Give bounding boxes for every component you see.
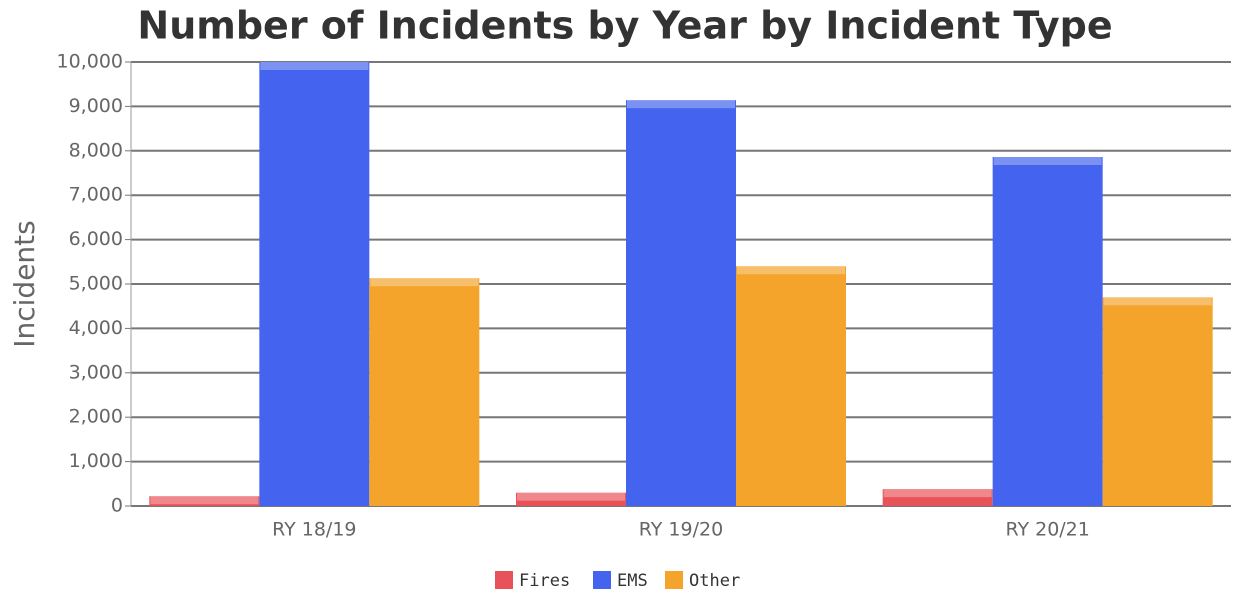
bar-highlight (370, 278, 479, 287)
y-tick-label: 2,000 (69, 406, 123, 428)
y-tick-label: 5,000 (69, 273, 123, 295)
y-tick-label: 3,000 (69, 361, 123, 383)
y-tick-label: 8,000 (69, 139, 123, 161)
x-tick-label: RY 19/20 (639, 519, 723, 541)
bar (882, 489, 993, 506)
bar (992, 157, 1103, 507)
x-tick-label: RY 18/19 (272, 519, 356, 541)
legend-swatch (665, 571, 683, 589)
y-tick-label: 6,000 (69, 228, 123, 250)
x-tick-label: RY 20/21 (1005, 519, 1089, 541)
bar-highlight (1103, 297, 1212, 306)
y-tick-label: 10,000 (57, 51, 123, 73)
legend-swatch (593, 571, 611, 589)
bar-highlight (883, 489, 992, 498)
bar (626, 100, 736, 507)
y-tick-label: 1,000 (69, 450, 123, 472)
bar (149, 496, 260, 506)
bar (259, 62, 370, 506)
bar-highlight (993, 157, 1102, 166)
bar (516, 492, 626, 506)
bar (736, 266, 846, 506)
y-tick-label: 0 (111, 495, 123, 517)
y-tick-label: 7,000 (69, 184, 123, 206)
chart-title: Number of Incidents by Year by Incident … (137, 4, 1112, 48)
bar-highlight (737, 266, 845, 275)
legend-label: EMS (617, 571, 648, 591)
y-axis-label: Incidents (8, 220, 41, 348)
legend-label: Fires (519, 571, 570, 591)
legend-swatch (495, 571, 513, 589)
legend-label: Other (689, 571, 740, 591)
y-tick-label: 4,000 (69, 317, 123, 339)
bar-highlight (150, 496, 259, 505)
bar-highlight (260, 62, 369, 70)
y-tick-label: 9,000 (69, 95, 123, 117)
bar (369, 278, 480, 506)
bar (1102, 297, 1213, 506)
bar-highlight (627, 100, 735, 109)
bar-highlight (517, 492, 625, 501)
